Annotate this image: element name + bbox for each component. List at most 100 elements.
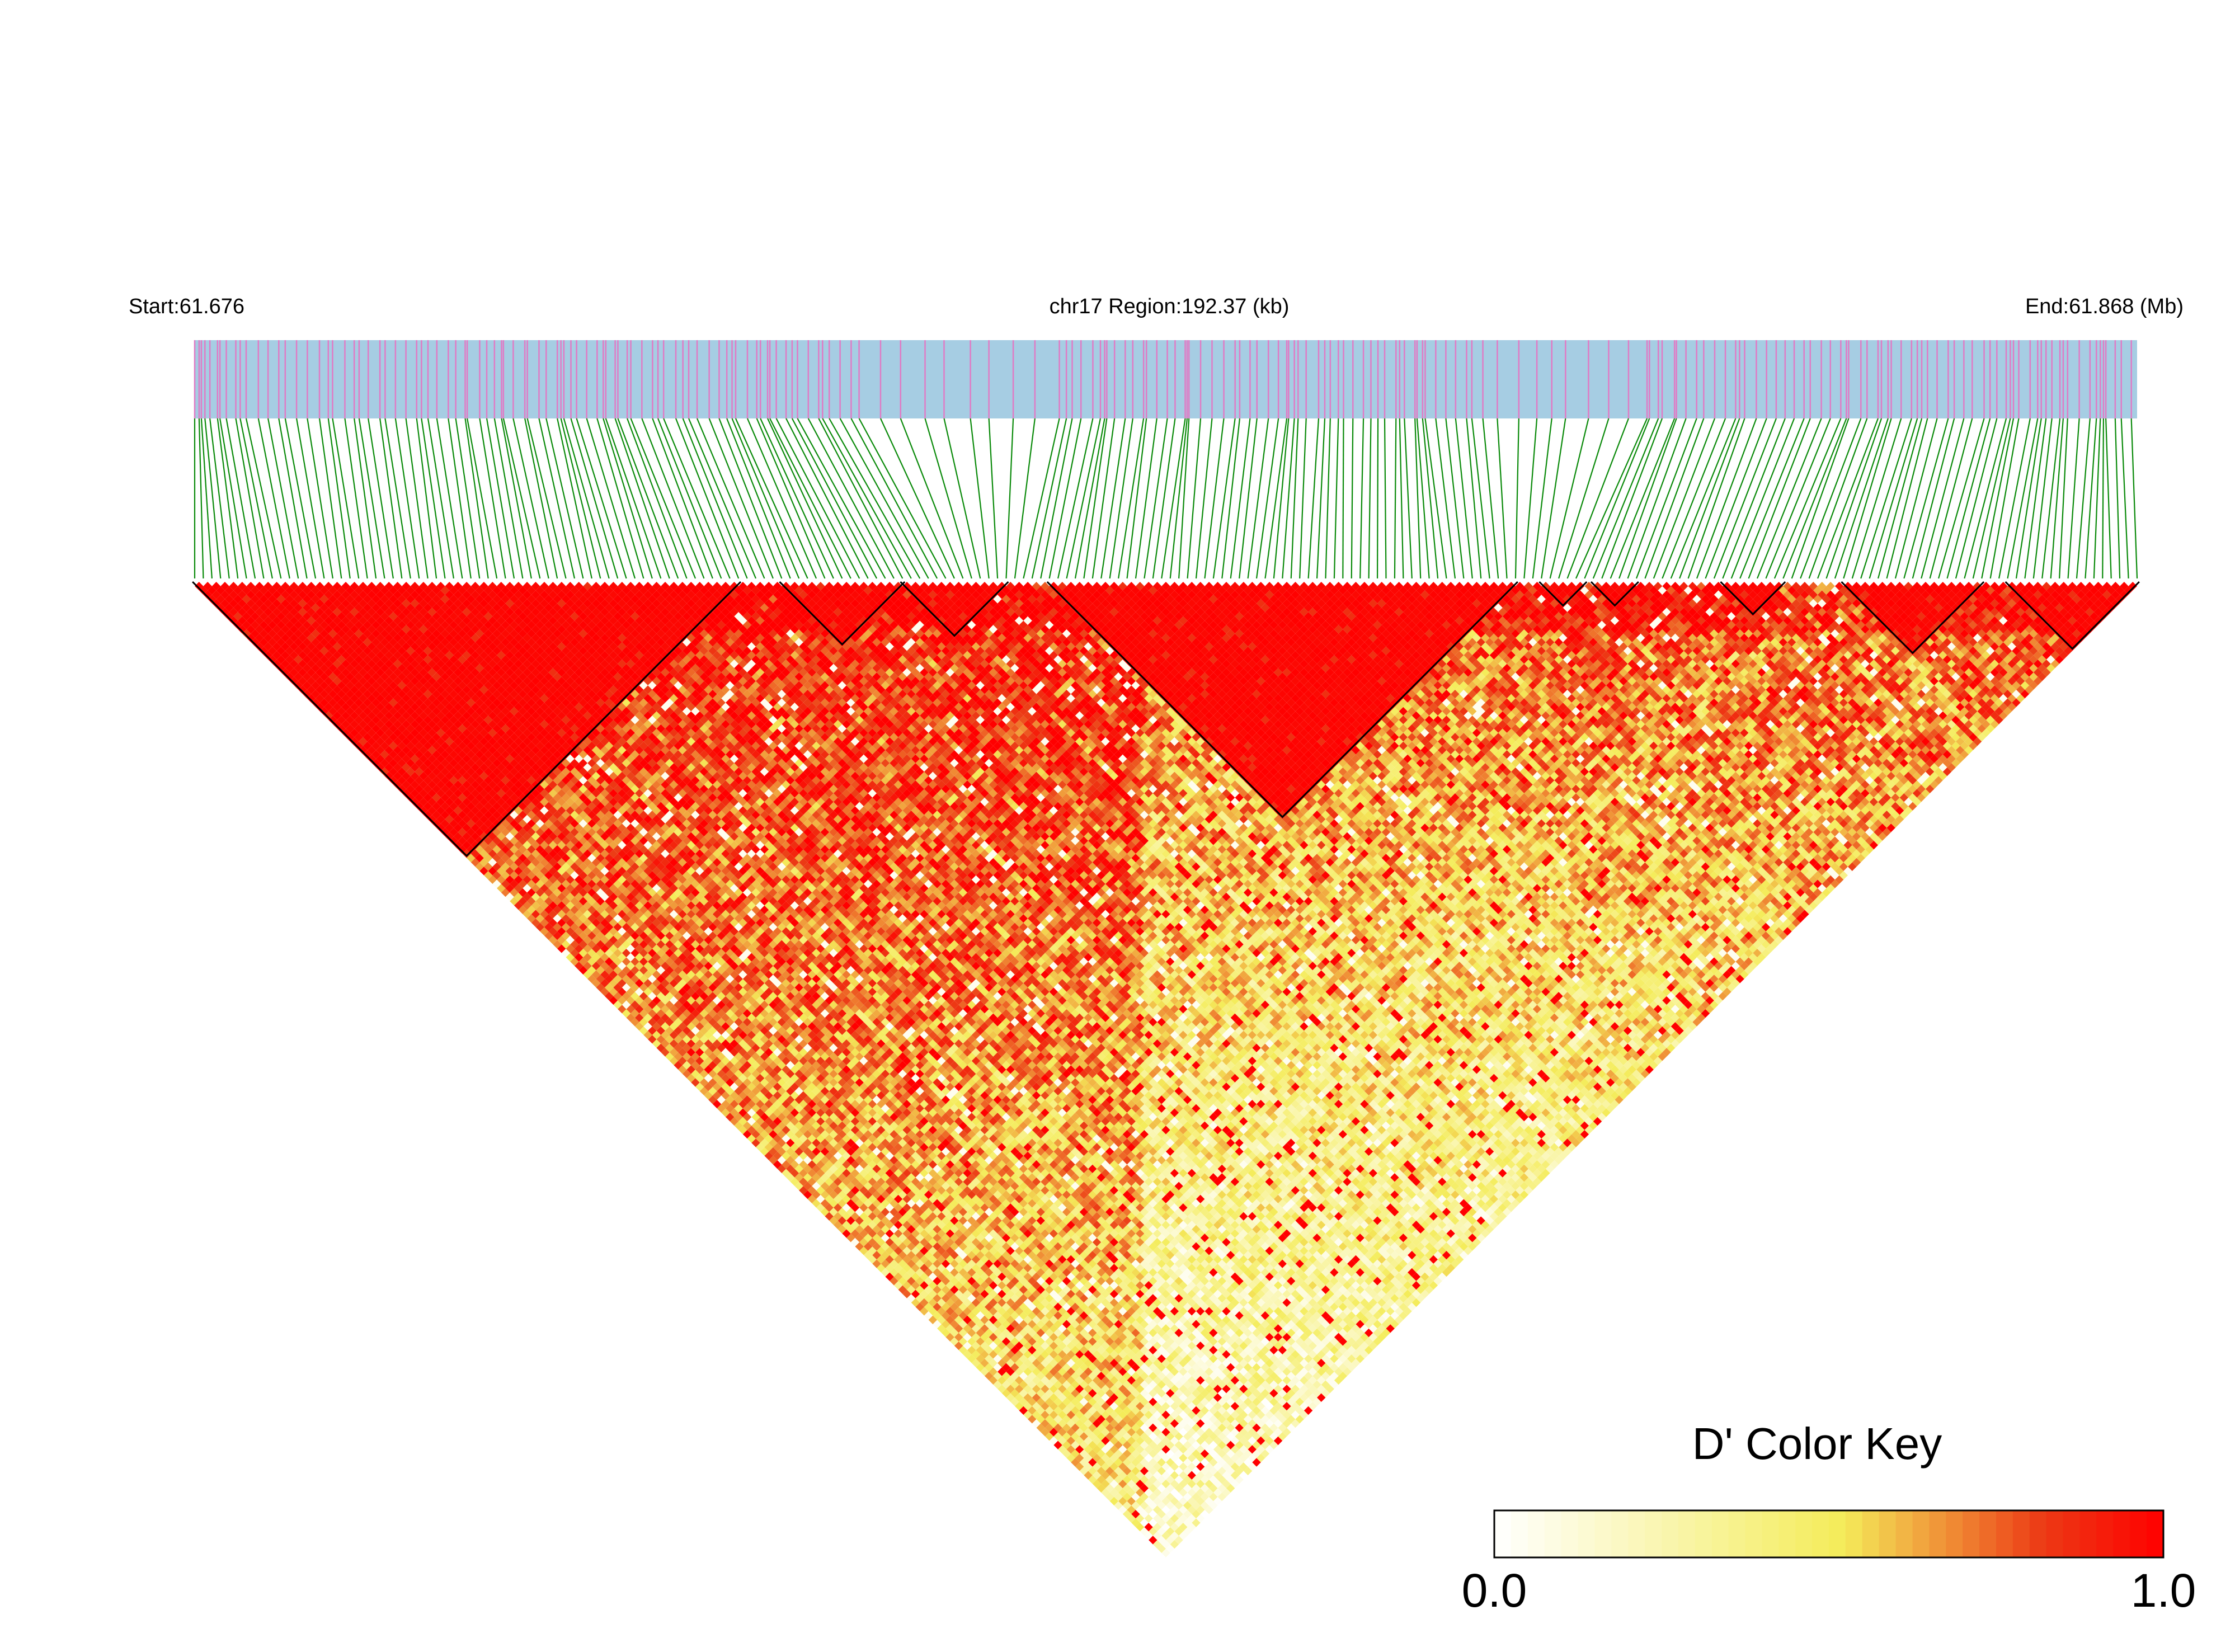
ld-cell [669,1048,679,1057]
snp-connector [1074,418,1105,579]
snp-connector [1195,418,1213,579]
ld-cell [1041,1419,1050,1428]
snp-connector [785,418,869,579]
ld-cell [872,1259,881,1268]
snp-connector [502,418,541,579]
ld-cell [596,983,605,992]
ld-cell [483,870,493,880]
ld-cell [604,991,614,1001]
ld-cell [350,737,359,746]
ld-cell [1097,1484,1105,1493]
ld-cell [769,1138,778,1147]
ld-cell [604,975,614,983]
snp-connector [1929,418,1973,579]
ld-cell [289,676,299,686]
snp-connector [2032,418,2053,579]
ld-cell [799,1177,808,1187]
ld-cell [1105,1492,1114,1502]
snp-connector [858,418,947,579]
ld-cell [1144,1531,1153,1540]
ld-cell [626,996,635,1005]
ld-cell [393,771,402,780]
ld-cell [1088,1466,1097,1476]
snp-connector [1584,418,1650,579]
ld-cell [505,875,514,884]
snp-connector [1282,418,1295,579]
snp-connector [2102,418,2105,579]
snp-connector [1135,418,1158,579]
ld-cell [578,957,588,966]
ld-cell [479,867,488,876]
ld-cell [1118,1496,1127,1506]
snp-connector [526,418,567,579]
ld-cell [510,888,519,897]
ld-cell [393,763,402,772]
ld-cell [1044,1432,1054,1441]
ld-cell [1058,1436,1067,1446]
ld-cell [704,1082,713,1091]
ld-cell [1019,1406,1028,1415]
ld-cell [665,1052,674,1061]
ld-cell [238,608,247,616]
ld-cell [1036,1415,1045,1424]
ld-cell [225,595,234,604]
snp-connector [563,418,610,579]
snp-connector [1912,418,1955,579]
ld-cell [591,961,601,971]
ld-cell [199,586,208,595]
ld-cell [354,733,363,742]
ld-cell [859,1237,868,1247]
ld-cell [229,608,238,616]
snp-connector [209,418,230,579]
ld-cell [281,659,290,669]
ld-cell [363,750,372,759]
snp-connector [1765,418,1831,579]
ld-cell [699,1078,709,1087]
snp-connector [1800,418,1862,579]
ld-cell [829,1199,838,1208]
ld-cell [721,1099,730,1109]
snp-connector [1670,418,1737,579]
ld-cell [544,931,553,940]
ld-cell [1149,1536,1158,1545]
ld-cell [782,1160,791,1169]
snp-connector [416,418,437,579]
ld-cell [587,957,596,966]
ld-cell [911,1289,920,1298]
snp-connector [617,418,679,579]
ld-cell [501,870,510,880]
snp-connectors [194,418,2138,579]
ld-cell [289,668,299,677]
ld-cell [695,1074,704,1082]
ld-cell [216,603,225,613]
snp-connector [2093,418,2101,579]
ld-cell [332,711,342,720]
ld-cell [518,897,528,906]
ld-cell [264,651,272,660]
ld-cell [885,1272,894,1281]
ld-cell [1127,1505,1136,1514]
ld-cell [678,1048,687,1057]
snp-connector [627,418,688,579]
region-label: chr17 Region:192.37 (kb) [1050,295,1290,318]
ld-cell [497,884,506,893]
ld-cell [954,1341,963,1350]
snp-connector [448,418,472,579]
ld-cell [402,780,411,789]
ld-cell [738,1117,747,1126]
ld-cell [634,1005,644,1014]
ld-cell [708,1078,717,1087]
ld-cell [652,1039,661,1048]
ld-cell [328,707,337,716]
ld-cell [686,1056,695,1066]
ld-cell [980,1358,989,1368]
snp-connector [1679,418,1740,579]
snp-connector [2050,418,2064,579]
ld-cell [324,711,333,720]
ld-cell [695,1065,704,1074]
snp-connector [1255,418,1279,579]
ld-cell [553,940,562,949]
ld-cell [363,733,372,742]
ld-cell [665,1043,674,1052]
